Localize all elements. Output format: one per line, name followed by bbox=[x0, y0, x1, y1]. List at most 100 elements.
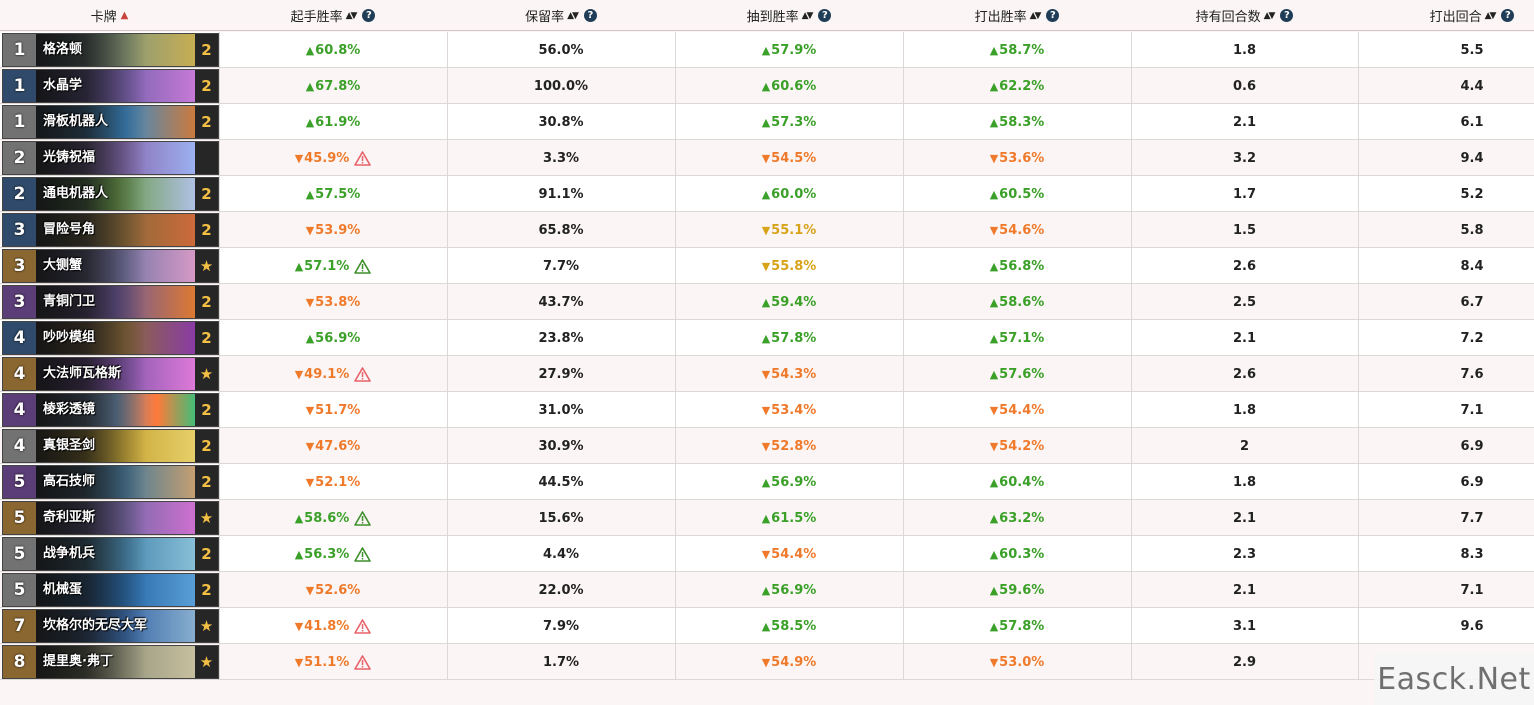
card-tile[interactable]: 1 水晶学 2 bbox=[2, 69, 219, 103]
trend-up-icon: ▲ bbox=[989, 547, 999, 561]
col-header-drawn-winrate[interactable]: 抽到胜率 ▲▼? bbox=[675, 0, 903, 31]
keep-rate-cell: 65.8% bbox=[538, 222, 584, 238]
trend-up-icon: ▲ bbox=[989, 367, 999, 381]
card-tile[interactable]: 1 格洛顿 2 bbox=[2, 33, 219, 67]
card-tile[interactable]: 4 真银圣剑 2 bbox=[2, 429, 219, 463]
card-art bbox=[36, 574, 197, 606]
column-divider bbox=[1358, 536, 1359, 572]
card-count: 2 bbox=[195, 70, 218, 102]
column-divider bbox=[675, 464, 676, 500]
col-header-mulligan-winrate[interactable]: 起手胜率 ▲▼? bbox=[219, 0, 447, 31]
table-row: 5 高石技师 2 ▼ 52.1% 44.5% ▲ 56.9% ▲ 60.4% 1.8 6.9 bbox=[0, 464, 1534, 500]
turns-held-cell: 2.1 bbox=[1232, 330, 1257, 346]
card-name: 大铡蟹 bbox=[43, 258, 83, 273]
mulligan-winrate-cell: ▲ 56.9% bbox=[305, 330, 361, 346]
mana-cost: 3 bbox=[3, 286, 36, 318]
card-name: 滑板机器人 bbox=[43, 114, 109, 129]
help-icon[interactable]: ? bbox=[1280, 9, 1294, 22]
table-row: 1 滑板机器人 2 ▲ 61.9% 30.8% ▲ 57.3% ▲ 58.3% 2.1 6.1 bbox=[0, 104, 1534, 140]
trend-neutral-icon: ▼ bbox=[761, 223, 771, 237]
card-tile[interactable]: 8 提里奥·弗丁 ★ bbox=[2, 645, 219, 679]
sort-toggle-icon[interactable]: ▲▼ bbox=[801, 10, 814, 21]
sort-toggle-icon[interactable]: ▲▼ bbox=[567, 10, 579, 21]
card-count: 2 bbox=[195, 178, 218, 210]
card-tile[interactable]: 3 青铜门卫 2 bbox=[2, 285, 219, 319]
card-tile[interactable]: 5 高石技师 2 bbox=[2, 465, 219, 499]
sort-toggle-icon[interactable]: ▲▼ bbox=[1484, 10, 1497, 21]
card-tile[interactable]: 5 奇利亚斯 ★ bbox=[2, 501, 219, 535]
column-divider bbox=[219, 248, 220, 284]
sort-toggle-icon[interactable]: ▲▼ bbox=[1263, 10, 1276, 21]
card-tile[interactable]: 5 机械蛋 2 bbox=[2, 573, 219, 607]
card-art bbox=[36, 466, 197, 498]
column-divider bbox=[219, 104, 220, 140]
column-divider bbox=[903, 644, 904, 680]
trend-down-icon: ▼ bbox=[305, 403, 315, 417]
help-icon[interactable]: ? bbox=[1046, 9, 1060, 22]
column-divider bbox=[447, 320, 448, 356]
trend-down-icon: ▼ bbox=[761, 547, 771, 561]
column-divider bbox=[447, 32, 448, 68]
sort-toggle-icon[interactable]: ▲▼ bbox=[1029, 10, 1042, 21]
trend-up-icon: ▲ bbox=[989, 259, 999, 273]
trend-up-icon: ▲ bbox=[989, 583, 999, 597]
turn-played-cell: 5.5 bbox=[1460, 42, 1484, 58]
column-divider bbox=[675, 284, 676, 320]
column-divider bbox=[1131, 212, 1132, 248]
played-winrate-cell: ▼ 54.2% bbox=[989, 438, 1045, 454]
help-icon[interactable]: ? bbox=[362, 9, 376, 22]
col-header-turns-held[interactable]: 持有回合数 ▲▼? bbox=[1131, 0, 1358, 31]
card-count: 2 bbox=[195, 538, 218, 570]
column-divider bbox=[903, 608, 904, 644]
col-header-keep-rate[interactable]: 保留率 ▲▼? bbox=[447, 0, 675, 31]
card-tile[interactable]: 4 棱彩透镜 2 bbox=[2, 393, 219, 427]
table-row: 4 吵吵模组 2 ▲ 56.9% 23.8% ▲ 57.8% ▲ 57.1% 2.1 7.2 bbox=[0, 320, 1534, 356]
card-name: 高石技师 bbox=[43, 474, 96, 489]
mulligan-winrate-cell: ▲ 60.8% bbox=[305, 42, 361, 58]
trend-down-icon: ▼ bbox=[294, 619, 304, 633]
col-header-played-winrate[interactable]: 打出胜率 ▲▼? bbox=[903, 0, 1131, 31]
column-divider bbox=[1131, 320, 1132, 356]
column-divider bbox=[675, 68, 676, 104]
column-divider bbox=[903, 32, 904, 68]
column-divider bbox=[903, 536, 904, 572]
card-art bbox=[36, 214, 197, 246]
trend-down-icon: ▼ bbox=[761, 439, 771, 453]
card-tile[interactable]: 1 滑板机器人 2 bbox=[2, 105, 219, 139]
column-divider bbox=[675, 32, 676, 68]
sort-toggle-icon[interactable]: ▲▼ bbox=[345, 10, 358, 21]
played-winrate-cell: ▲ 60.3% bbox=[989, 546, 1045, 562]
warning-icon bbox=[354, 510, 372, 526]
sort-asc-icon[interactable]: ▲ bbox=[120, 10, 129, 21]
card-tile[interactable]: 4 大法师瓦格斯 ★ bbox=[2, 357, 219, 391]
card-tile[interactable]: 7 坎格尔的无尽大军 ★ bbox=[2, 609, 219, 643]
keep-rate-cell: 27.9% bbox=[538, 366, 584, 382]
card-tile[interactable]: 2 光铸祝福 bbox=[2, 141, 219, 175]
keep-rate-cell: 100.0% bbox=[533, 78, 589, 94]
card-tile[interactable]: 3 大铡蟹 ★ bbox=[2, 249, 219, 283]
card-tile[interactable]: 5 战争机兵 2 bbox=[2, 537, 219, 571]
card-tile[interactable]: 2 通电机器人 2 bbox=[2, 177, 219, 211]
trend-up-icon: ▲ bbox=[305, 43, 315, 57]
warning-icon bbox=[354, 366, 372, 382]
help-icon[interactable]: ? bbox=[583, 9, 597, 22]
trend-down-icon: ▼ bbox=[761, 655, 771, 669]
col-header-turn-played[interactable]: 打出回合 ▲▼? bbox=[1358, 0, 1534, 31]
help-icon[interactable]: ? bbox=[818, 9, 832, 22]
col-header-card[interactable]: 卡牌 ▲ bbox=[90, 10, 129, 25]
column-divider bbox=[1131, 284, 1132, 320]
trend-down-icon: ▼ bbox=[305, 583, 315, 597]
turn-played-cell: 6.7 bbox=[1460, 294, 1484, 310]
column-divider bbox=[447, 104, 448, 140]
column-divider bbox=[1358, 392, 1359, 428]
trend-down-icon: ▼ bbox=[989, 655, 999, 669]
card-tile[interactable]: 3 冒险号角 2 bbox=[2, 213, 219, 247]
column-divider bbox=[1131, 572, 1132, 608]
table-row: 8 提里奥·弗丁 ★ ▼ 51.1% 1.7% ▼ 54.9% ▼ 53.0% 2.9 bbox=[0, 644, 1534, 680]
keep-rate-cell: 15.6% bbox=[538, 510, 584, 526]
card-art bbox=[36, 646, 197, 678]
card-tile[interactable]: 4 吵吵模组 2 bbox=[2, 321, 219, 355]
help-icon[interactable]: ? bbox=[1501, 9, 1515, 22]
turn-played-cell: 7.2 bbox=[1460, 330, 1484, 346]
column-divider bbox=[903, 428, 904, 464]
